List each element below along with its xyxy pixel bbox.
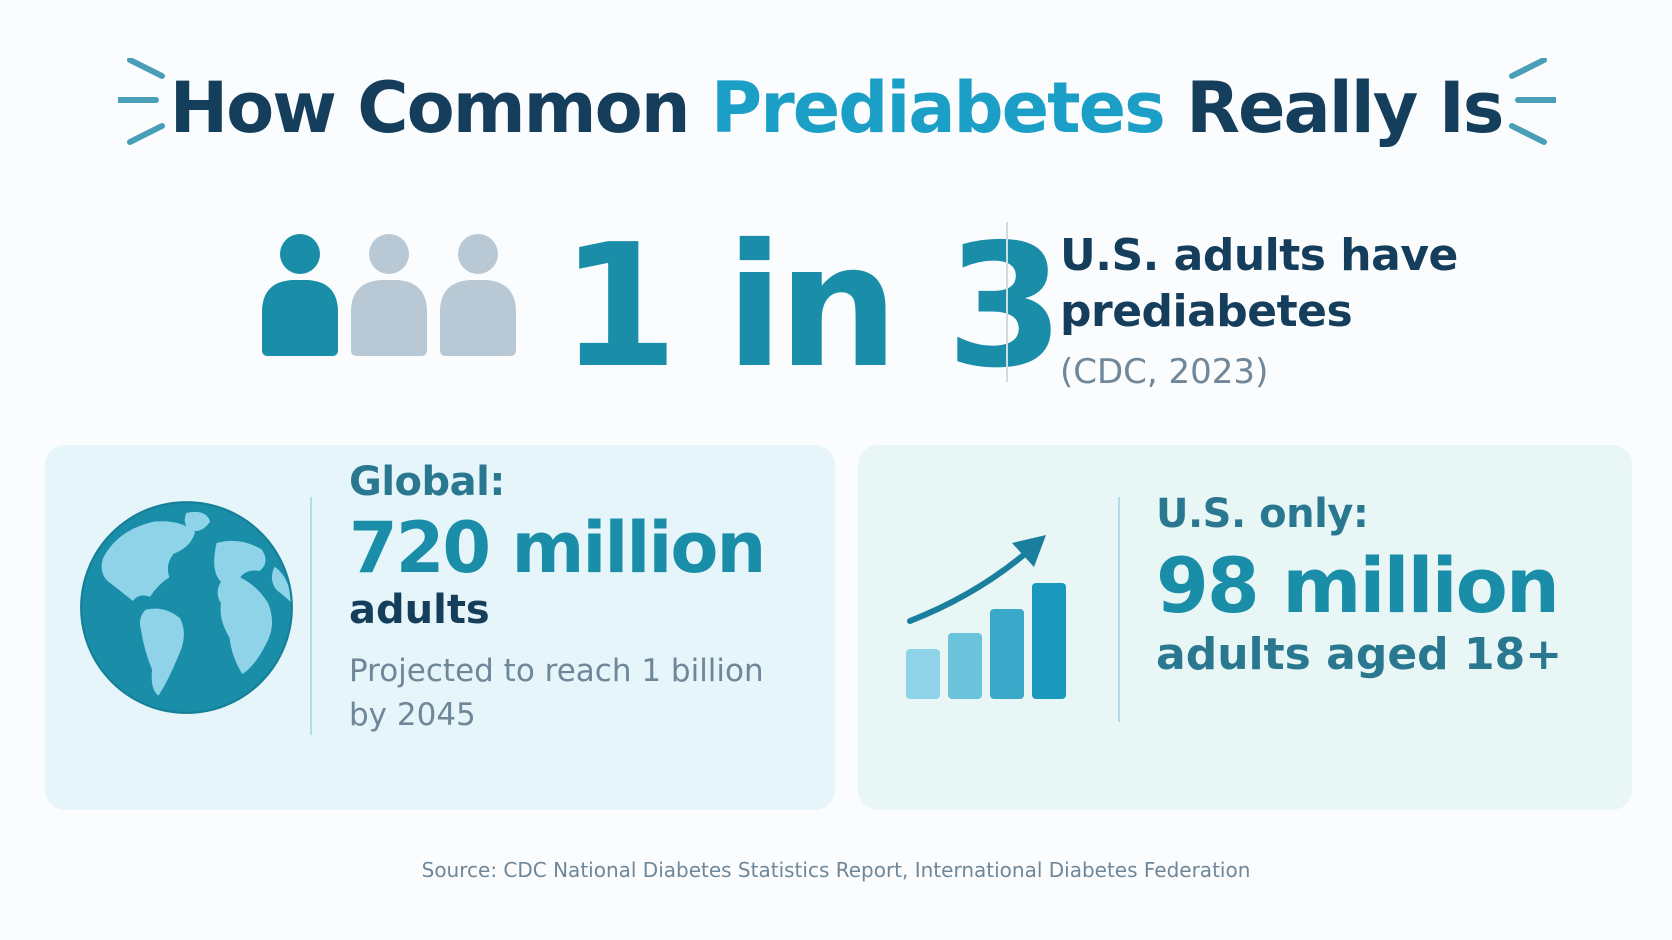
global-value: 720 million: [349, 507, 766, 589]
headline-line-1: U.S. adults have: [1060, 230, 1458, 281]
person-icon: [440, 234, 516, 356]
person-icon: [351, 234, 427, 356]
people-icons: [262, 234, 516, 356]
title-row: How Common Prediabetes Really Is: [0, 58, 1672, 158]
globe-icon: [80, 501, 293, 714]
us-label: U.S. only:: [1156, 491, 1369, 537]
divider: [1006, 222, 1008, 382]
global-note-line-2: by 2045: [349, 697, 476, 733]
us-card: U.S. only: 98 million adults aged 18+: [858, 445, 1632, 810]
global-unit: adults: [349, 587, 490, 633]
burst-lines-icon: [118, 58, 165, 145]
growth-chart-icon: [906, 535, 1066, 699]
divider: [1118, 497, 1120, 722]
global-note: Projected to reach 1 billion by 2045: [349, 649, 819, 737]
trend-arrow-icon: [907, 535, 1046, 624]
title-highlight: Prediabetes: [710, 67, 1166, 149]
headline-ratio: 1 in 3: [560, 208, 1064, 406]
global-note-line-1: Projected to reach 1 billion: [349, 653, 764, 689]
person-icon: [262, 234, 338, 356]
burst-lines-icon: [1509, 58, 1556, 145]
headline-line-2: prediabetes: [1060, 286, 1353, 337]
headline-stat: 1 in 3 U.S. adults have prediabetes (CDC…: [0, 212, 1672, 402]
global-label: Global:: [349, 459, 505, 505]
us-value: 98 million: [1156, 541, 1560, 630]
headline-citation: (CDC, 2023): [1060, 352, 1269, 392]
page-title: How Common Prediabetes Really Is: [169, 67, 1505, 149]
divider: [310, 497, 312, 735]
source-caption: Source: CDC National Diabetes Statistics…: [421, 858, 1251, 882]
us-unit: adults aged 18+: [1156, 629, 1563, 680]
headline-description: U.S. adults have prediabetes (CDC, 2023): [1060, 228, 1480, 398]
global-card: Global: 720 million adults Projected to …: [45, 445, 835, 810]
